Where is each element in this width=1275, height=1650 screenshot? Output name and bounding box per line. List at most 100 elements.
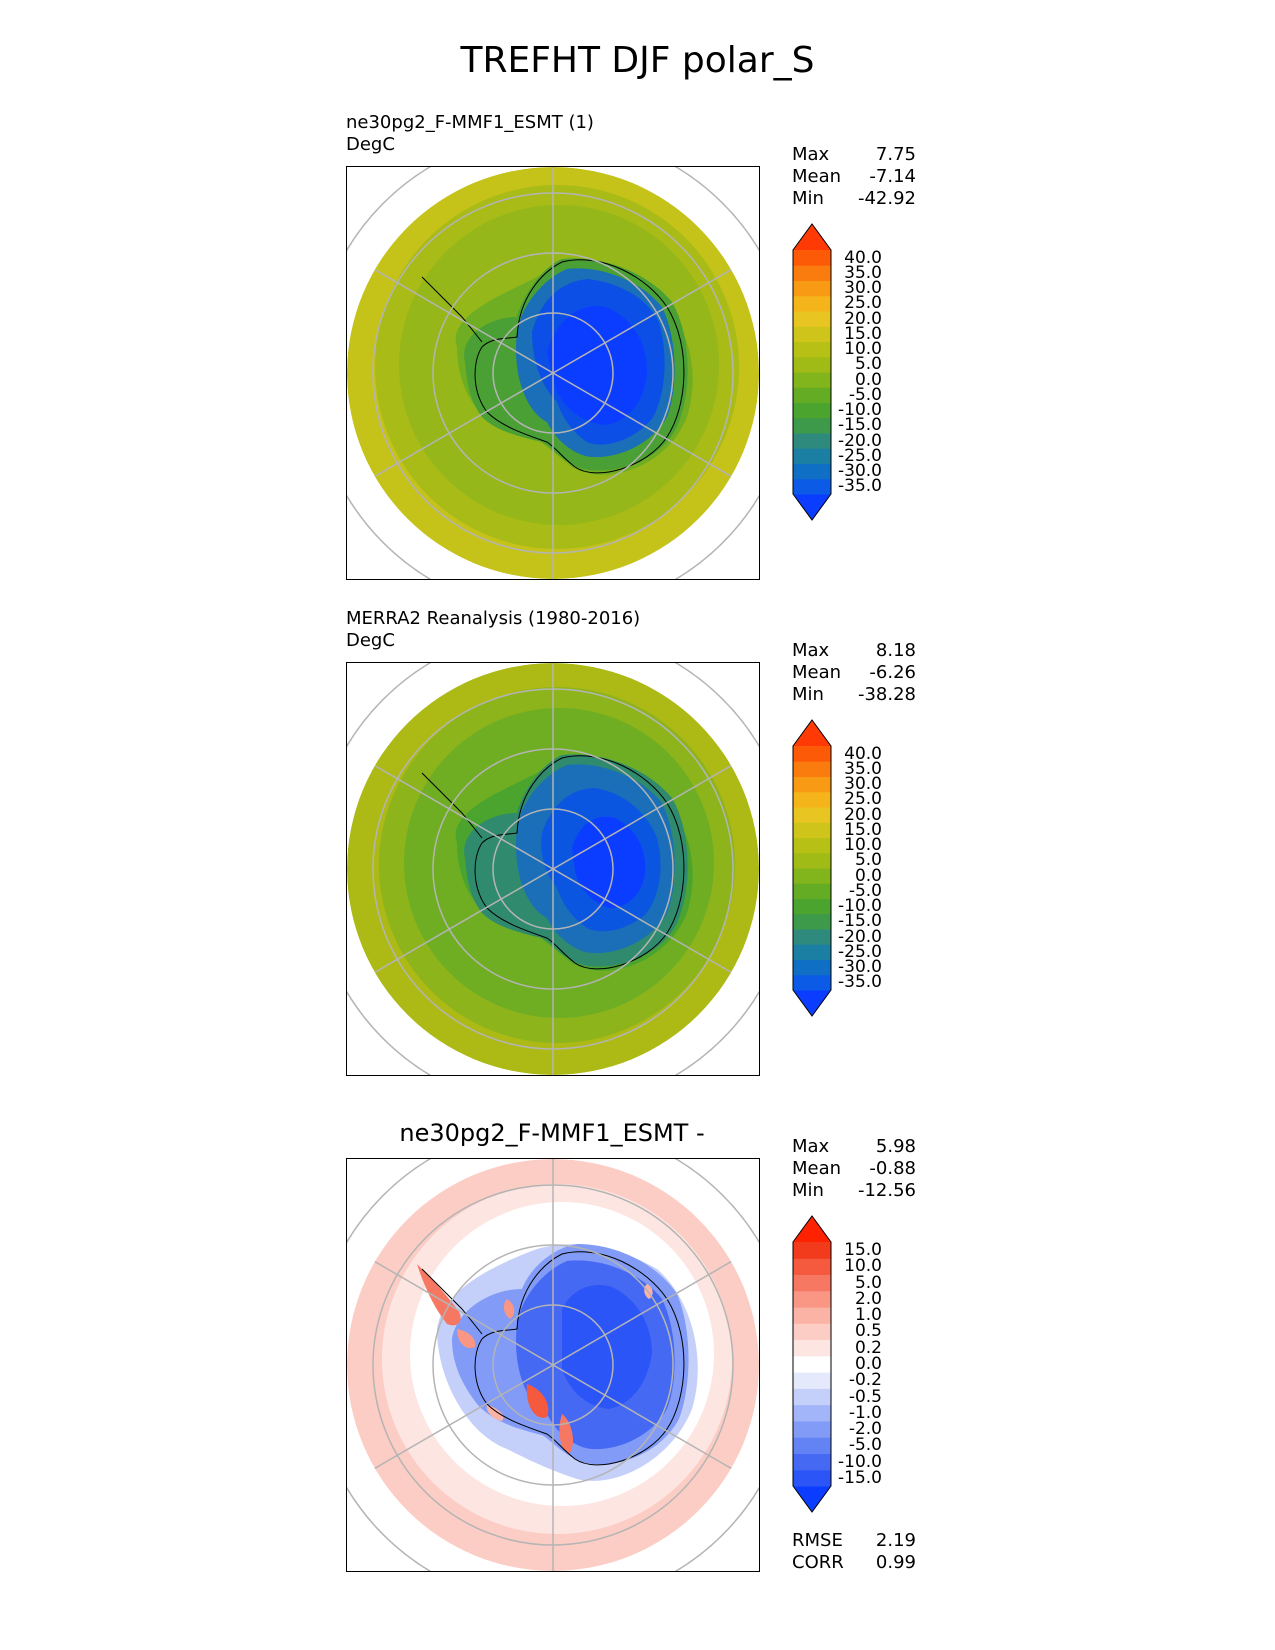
colorbar-tick-label: 10.0	[844, 835, 882, 856]
colorbar-extend-min	[793, 990, 831, 1016]
colorbar-segment	[793, 1453, 831, 1471]
panel1-stats: Max 7.75 Mean -7.14 Min -42.92	[792, 144, 916, 210]
colorbar-tick-label: 25.0	[844, 293, 882, 314]
colorbar-segment	[793, 944, 831, 960]
stat-value: 7.75	[875, 144, 916, 165]
panel1-left-title: ne30pg2_F-MMF1_ESMT (1)	[346, 112, 594, 133]
colorbar-segment	[793, 1355, 831, 1373]
colorbar-outline	[792, 719, 832, 1017]
colorbar-segment	[793, 387, 831, 403]
colorbar-segment	[793, 807, 831, 823]
colorbar-segment	[793, 913, 831, 930]
colorbar-tick-label: -10.0	[838, 400, 882, 421]
colorbar-tick-label: 15.0	[844, 819, 882, 840]
stat-row-corr: CORR 0.99	[792, 1552, 916, 1574]
panel1-map	[346, 166, 760, 580]
colorbar-tick-label: -0.2	[848, 1370, 882, 1391]
colorbar-tick-label: 0.0	[854, 1354, 882, 1374]
stat-row-mean: Mean -6.26	[792, 662, 916, 684]
panel3-center-title: ne30pg2_F-MMF1_ESMT -	[399, 1119, 705, 1147]
colorbar-tick-label: 35.0	[844, 758, 882, 779]
stat-row-min: Min -12.56	[792, 1180, 916, 1202]
colorbar-tick-label: 5.0	[854, 1272, 882, 1293]
stat-value: 5.98	[875, 1136, 916, 1157]
colorbar-segment	[793, 1372, 831, 1389]
colorbar-tick-label: -0.5	[848, 1386, 882, 1407]
colorbar-svg	[792, 1215, 832, 1513]
colorbar-tick-label: 30.0	[844, 278, 882, 299]
colorbar-segment	[793, 974, 831, 991]
stat-value: -6.26	[869, 662, 916, 683]
colorbar-segment	[793, 448, 831, 464]
colorbar-extend-max	[793, 720, 831, 746]
stat-value: 8.18	[875, 640, 916, 661]
colorbar-segment	[793, 929, 831, 945]
colorbar-tick-label: 10.0	[844, 1256, 882, 1277]
panel2-stats: Max 8.18 Mean -6.26 Min -38.28	[792, 640, 916, 706]
colorbar-segment	[793, 822, 831, 838]
panel3-map	[346, 1158, 760, 1572]
panel2-map	[346, 662, 760, 1076]
colorbar-tick-label: 0.2	[854, 1337, 882, 1358]
stat-row-max: Max 5.98	[792, 1136, 916, 1158]
colorbar-tick-label: -20.0	[838, 926, 882, 947]
stat-row-rmse: RMSE 2.19	[792, 1530, 916, 1552]
colorbar-tick-label: 0.0	[854, 865, 882, 886]
colorbar-tick-label: -35.0	[838, 476, 882, 497]
colorbar-segment	[793, 837, 831, 854]
colorbar-tick-label: 15.0	[844, 1240, 882, 1261]
colorbar-tick-label: -5.0	[848, 1435, 882, 1456]
panel2-left-title: MERRA2 Reanalysis (1980-2016)	[346, 608, 641, 629]
colorbar-tick-label: -2.0	[848, 1419, 882, 1440]
colorbar-tick-label: -30.0	[838, 461, 882, 482]
stat-label: Mean	[792, 1158, 842, 1179]
colorbar-tick-label: 20.0	[844, 804, 882, 825]
colorbar-tick-label: 1.0	[854, 1305, 882, 1326]
colorbar-tick-label: -15.0	[838, 1467, 882, 1488]
stat-label: Min	[792, 684, 824, 705]
stat-label: RMSE	[792, 1530, 843, 1551]
colorbar-extend-max	[793, 1216, 831, 1242]
panel1-colorbar: 40.0 35.0 30.0 25.0 20.0 15.0 10.0 5.0 0.0 -5.0 -1…	[792, 223, 892, 521]
stat-row-min: Min -42.92	[792, 188, 916, 210]
stat-value: -7.14	[869, 166, 916, 187]
colorbar-tick-label: -10.0	[838, 1451, 882, 1472]
colorbar-tick-label: 40.0	[844, 247, 882, 268]
stat-label: Min	[792, 188, 824, 209]
colorbar-extend-min	[793, 494, 831, 520]
colorbar-segment	[793, 1274, 831, 1292]
panel2-colorbar: 40.0 35.0 30.0 25.0 20.0 15.0 10.0 5.0 0.0 -5.0 -1…	[792, 719, 892, 1017]
panel3-stats: Max 5.98 Mean -0.88 Min -12.56	[792, 1136, 916, 1202]
stat-value: -38.28	[857, 684, 916, 705]
colorbar-segment	[793, 295, 831, 312]
colorbar-tick-label: -15.0	[838, 415, 882, 436]
colorbar-tick-label: -15.0	[838, 911, 882, 932]
figure-title: TREFHT DJF polar_S	[460, 40, 815, 81]
colorbar-tick-label: 20.0	[844, 308, 882, 329]
colorbar-tick-label: -5.0	[848, 880, 882, 901]
colorbar-tick-label: -25.0	[838, 941, 882, 962]
colorbar-segment	[793, 959, 831, 976]
colorbar-segment	[793, 341, 831, 358]
colorbar-segment	[793, 852, 831, 869]
colorbar-tick-label: 0.5	[854, 1321, 882, 1342]
colorbar-segment	[793, 356, 831, 373]
stat-row-min: Min -38.28	[792, 684, 916, 706]
colorbar-tick-label: 40.0	[844, 743, 882, 764]
colorbar-segment	[793, 776, 831, 793]
colorbar-segment	[793, 433, 831, 449]
colorbar-segment	[793, 1420, 831, 1438]
colorbar-segment	[793, 417, 831, 434]
colorbar-tick-label: -30.0	[838, 957, 882, 978]
colorbar-segment	[793, 1469, 831, 1487]
stat-label: Max	[792, 1136, 830, 1157]
colorbar-segment	[793, 326, 831, 342]
stat-label: Min	[792, 1180, 824, 1201]
stat-label: Mean	[792, 662, 842, 683]
colorbar-segment	[793, 746, 831, 762]
colorbar-segment	[793, 761, 831, 777]
colorbar-extend-min	[793, 1486, 831, 1512]
colorbar-segment	[793, 280, 831, 297]
stat-row-max: Max 8.18	[792, 640, 916, 662]
stat-row-mean: Mean -0.88	[792, 1158, 916, 1180]
